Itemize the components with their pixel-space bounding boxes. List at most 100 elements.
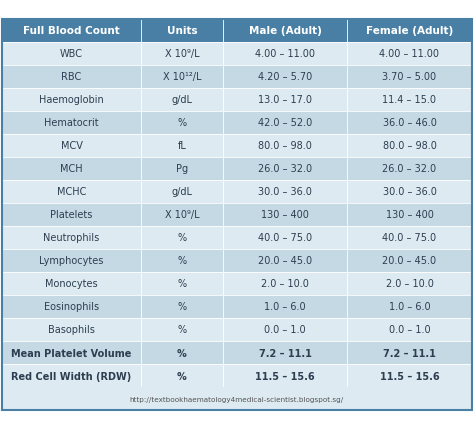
Bar — [347, 364, 472, 387]
Bar — [223, 226, 347, 249]
Bar — [2, 158, 141, 181]
Text: %: % — [177, 118, 186, 128]
Text: 4.20 – 5.70: 4.20 – 5.70 — [258, 72, 312, 82]
Bar — [2, 204, 141, 226]
Bar — [223, 135, 347, 158]
Text: %: % — [177, 325, 186, 335]
Text: %: % — [177, 302, 186, 312]
Text: 2.0 – 10.0: 2.0 – 10.0 — [261, 279, 309, 289]
Bar — [141, 89, 223, 112]
Bar — [223, 272, 347, 295]
Bar — [223, 89, 347, 112]
Bar — [141, 272, 223, 295]
Text: 4.00 – 11.00: 4.00 – 11.00 — [380, 49, 439, 59]
Bar — [347, 295, 472, 318]
Bar — [2, 89, 141, 112]
Bar — [223, 341, 347, 364]
Bar — [347, 158, 472, 181]
Text: Female (Adult): Female (Adult) — [366, 26, 453, 36]
Bar — [141, 295, 223, 318]
Bar — [347, 135, 472, 158]
Bar — [141, 158, 223, 181]
Bar — [347, 66, 472, 89]
Bar — [141, 112, 223, 135]
Bar — [141, 295, 223, 318]
Text: fL: fL — [177, 141, 186, 151]
Bar — [2, 295, 141, 318]
Text: g/dL: g/dL — [172, 187, 192, 197]
Bar — [223, 112, 347, 135]
Bar — [2, 112, 141, 135]
Text: 13.0 – 17.0: 13.0 – 17.0 — [258, 95, 312, 105]
Bar — [223, 364, 347, 387]
Bar — [347, 318, 472, 341]
Text: 30.0 – 36.0: 30.0 – 36.0 — [258, 187, 312, 197]
Bar — [223, 341, 347, 364]
Text: 1.0 – 6.0: 1.0 – 6.0 — [389, 302, 430, 312]
Bar — [223, 112, 347, 135]
Bar — [347, 204, 472, 226]
Text: Neutrophils: Neutrophils — [44, 233, 100, 243]
Bar — [141, 318, 223, 341]
Bar — [2, 20, 141, 43]
Bar — [141, 112, 223, 135]
Text: Mean Platelet Volume: Mean Platelet Volume — [11, 348, 132, 358]
Text: 7.2 – 11.1: 7.2 – 11.1 — [259, 348, 311, 358]
Bar — [223, 318, 347, 341]
Bar — [347, 181, 472, 204]
Bar — [347, 249, 472, 272]
Text: Platelets: Platelets — [50, 210, 93, 220]
Text: http://textbookhaematology4medical-scientist.blogspot.sg/: http://textbookhaematology4medical-scien… — [130, 396, 344, 401]
Text: 11.4 – 15.0: 11.4 – 15.0 — [383, 95, 437, 105]
Text: 42.0 – 52.0: 42.0 – 52.0 — [258, 118, 312, 128]
Text: 80.0 – 98.0: 80.0 – 98.0 — [383, 141, 437, 151]
Bar — [2, 181, 141, 204]
Bar — [2, 272, 141, 295]
Bar — [141, 341, 223, 364]
Bar — [141, 135, 223, 158]
Text: 20.0 – 45.0: 20.0 – 45.0 — [258, 256, 312, 266]
Bar — [2, 43, 141, 66]
Bar — [141, 181, 223, 204]
Text: 40.0 – 75.0: 40.0 – 75.0 — [383, 233, 437, 243]
Bar — [2, 158, 141, 181]
Bar — [141, 66, 223, 89]
Text: 130 – 400: 130 – 400 — [385, 210, 433, 220]
Bar — [347, 135, 472, 158]
Bar — [2, 66, 141, 89]
Text: 20.0 – 45.0: 20.0 – 45.0 — [383, 256, 437, 266]
Bar — [347, 181, 472, 204]
Text: X 10⁹/L: X 10⁹/L — [164, 49, 199, 59]
Bar — [2, 318, 141, 341]
Bar — [2, 89, 141, 112]
Text: WBC: WBC — [60, 49, 83, 59]
Bar — [141, 20, 223, 43]
Text: X 10¹²/L: X 10¹²/L — [163, 72, 201, 82]
Text: Red Cell Width (RDW): Red Cell Width (RDW) — [11, 371, 132, 381]
Text: 2.0 – 10.0: 2.0 – 10.0 — [385, 279, 433, 289]
Bar — [347, 20, 472, 43]
Bar — [223, 204, 347, 226]
Bar — [223, 204, 347, 226]
Text: MCV: MCV — [61, 141, 82, 151]
Bar — [347, 43, 472, 66]
Text: Full Blood Count: Full Blood Count — [23, 26, 120, 36]
Bar — [347, 295, 472, 318]
Bar — [2, 272, 141, 295]
Bar — [347, 43, 472, 66]
Text: %: % — [177, 348, 187, 358]
Bar — [2, 181, 141, 204]
Bar — [2, 112, 141, 135]
Bar — [2, 341, 141, 364]
Bar — [347, 364, 472, 387]
Bar — [2, 226, 141, 249]
Text: 7.2 – 11.1: 7.2 – 11.1 — [383, 348, 436, 358]
Bar — [2, 295, 141, 318]
Bar — [141, 318, 223, 341]
Bar — [2, 364, 141, 387]
Bar — [141, 135, 223, 158]
Bar — [223, 249, 347, 272]
Bar — [2, 364, 141, 387]
Text: Lymphocytes: Lymphocytes — [39, 256, 104, 266]
Text: 1.0 – 6.0: 1.0 – 6.0 — [264, 302, 306, 312]
